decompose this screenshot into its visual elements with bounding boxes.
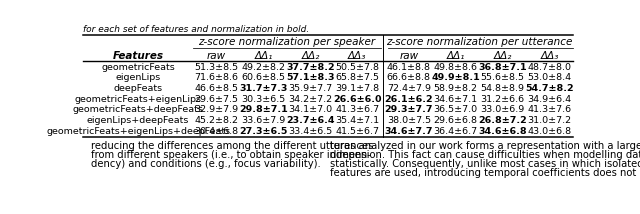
Text: eigenLips: eigenLips <box>115 73 161 82</box>
Text: z-score normalization per utterance: z-score normalization per utterance <box>386 37 572 47</box>
Text: geometricFeats+eigenLips+deepFeats: geometricFeats+eigenLips+deepFeats <box>46 126 230 135</box>
Text: 29.3±7.7: 29.3±7.7 <box>385 105 433 114</box>
Text: 34.6±7.7: 34.6±7.7 <box>385 126 433 135</box>
Text: tures analyzed in our work forms a representation with a large: tures analyzed in our work forms a repre… <box>330 141 640 151</box>
Text: 34.1±7.0: 34.1±7.0 <box>288 105 332 114</box>
Text: 50.5±7.8: 50.5±7.8 <box>335 63 380 72</box>
Text: geometricFeats+eigenLips: geometricFeats+eigenLips <box>75 95 202 104</box>
Text: 30.3±6.5: 30.3±6.5 <box>241 95 285 104</box>
Text: 31.7±7.3: 31.7±7.3 <box>239 84 287 93</box>
Text: 41.3±7.6: 41.3±7.6 <box>527 105 572 114</box>
Text: 34.6±7.1: 34.6±7.1 <box>434 95 477 104</box>
Text: 26.8±7.2: 26.8±7.2 <box>478 116 527 125</box>
Text: eigenLips+deepFeats: eigenLips+deepFeats <box>87 116 189 125</box>
Text: dency) and conditions (e.g., focus variability).: dency) and conditions (e.g., focus varia… <box>91 159 321 169</box>
Text: 30.4±6.8: 30.4±6.8 <box>195 126 239 135</box>
Text: ΔΔ₃: ΔΔ₃ <box>540 51 559 61</box>
Text: 49.9±8.1: 49.9±8.1 <box>431 73 480 82</box>
Text: 35.4±7.1: 35.4±7.1 <box>335 116 380 125</box>
Text: 27.3±6.5: 27.3±6.5 <box>239 126 287 135</box>
Text: geometricFeats: geometricFeats <box>101 63 175 72</box>
Text: 34.9±6.4: 34.9±6.4 <box>527 95 572 104</box>
Text: 34.6±6.8: 34.6±6.8 <box>478 126 527 135</box>
Text: ΔΔ₁: ΔΔ₁ <box>447 51 465 61</box>
Text: 31.0±7.2: 31.0±7.2 <box>527 116 572 125</box>
Text: 29.8±7.1: 29.8±7.1 <box>239 105 288 114</box>
Text: 60.6±8.5: 60.6±8.5 <box>241 73 285 82</box>
Text: 66.6±8.8: 66.6±8.8 <box>387 73 431 82</box>
Text: ΔΔ₃: ΔΔ₃ <box>348 51 367 61</box>
Text: 41.5±6.7: 41.5±6.7 <box>335 126 380 135</box>
Text: raw: raw <box>207 51 226 61</box>
Text: 54.8±8.9: 54.8±8.9 <box>481 84 525 93</box>
Text: 36.8±7.1: 36.8±7.1 <box>478 63 527 72</box>
Text: 33.4±6.5: 33.4±6.5 <box>288 126 333 135</box>
Text: 29.6±7.5: 29.6±7.5 <box>195 95 239 104</box>
Text: 71.6±8.6: 71.6±8.6 <box>195 73 239 82</box>
Text: 29.6±6.8: 29.6±6.8 <box>434 116 477 125</box>
Text: features are used, introducing temporal coefficients does not al-: features are used, introducing temporal … <box>330 168 640 178</box>
Text: 33.6±7.9: 33.6±7.9 <box>241 116 285 125</box>
Text: 33.0±6.9: 33.0±6.9 <box>481 105 525 114</box>
Text: 23.7±6.4: 23.7±6.4 <box>286 116 335 125</box>
Text: 51.3±8.5: 51.3±8.5 <box>195 63 239 72</box>
Text: 35.9±7.7: 35.9±7.7 <box>288 84 332 93</box>
Text: 45.2±8.2: 45.2±8.2 <box>195 116 239 125</box>
Text: ΔΔ₂: ΔΔ₂ <box>301 51 319 61</box>
Text: 43.0±6.8: 43.0±6.8 <box>527 126 572 135</box>
Text: 48.7±8.0: 48.7±8.0 <box>527 63 572 72</box>
Text: 49.2±8.2: 49.2±8.2 <box>241 63 285 72</box>
Text: for each set of features and normalization in bold.: for each set of features and normalizati… <box>83 25 309 34</box>
Text: ΔΔ₂: ΔΔ₂ <box>493 51 512 61</box>
Text: 57.1±8.3: 57.1±8.3 <box>286 73 335 82</box>
Text: statistically. Consequently, unlike most cases in which isolated: statistically. Consequently, unlike most… <box>330 159 640 169</box>
Text: 65.8±7.5: 65.8±7.5 <box>335 73 380 82</box>
Text: 37.7±8.2: 37.7±8.2 <box>286 63 335 72</box>
Text: z-score normalization per speaker: z-score normalization per speaker <box>198 37 376 47</box>
Text: 55.6±8.5: 55.6±8.5 <box>481 73 525 82</box>
Text: 46.6±8.5: 46.6±8.5 <box>195 84 239 93</box>
Text: ΔΔ₁: ΔΔ₁ <box>254 51 273 61</box>
Text: raw: raw <box>399 51 419 61</box>
Text: 41.3±6.7: 41.3±6.7 <box>335 105 380 114</box>
Text: 49.8±8.6: 49.8±8.6 <box>434 63 477 72</box>
Text: Features: Features <box>113 51 164 61</box>
Text: 46.1±8.8: 46.1±8.8 <box>387 63 431 72</box>
Text: 39.1±7.8: 39.1±7.8 <box>335 84 380 93</box>
Text: 72.4±7.9: 72.4±7.9 <box>387 84 431 93</box>
Text: 32.9±7.9: 32.9±7.9 <box>195 105 239 114</box>
Text: from different speakers (i.e., to obtain speaker indepen-: from different speakers (i.e., to obtain… <box>91 150 371 160</box>
Text: 36.4±6.7: 36.4±6.7 <box>434 126 477 135</box>
Text: 26.6±6.0: 26.6±6.0 <box>333 95 381 104</box>
Text: 36.5±7.0: 36.5±7.0 <box>434 105 477 114</box>
Text: 53.0±8.4: 53.0±8.4 <box>527 73 572 82</box>
Text: 54.7±8.2: 54.7±8.2 <box>525 84 574 93</box>
Text: 38.0±7.5: 38.0±7.5 <box>387 116 431 125</box>
Text: reducing the differences among the different utterances: reducing the differences among the diffe… <box>91 141 373 151</box>
Text: 31.2±6.6: 31.2±6.6 <box>481 95 525 104</box>
Text: dimension. This fact can cause difficulties when modelling data: dimension. This fact can cause difficult… <box>330 150 640 160</box>
Text: 58.9±8.2: 58.9±8.2 <box>434 84 477 93</box>
Text: 26.1±6.2: 26.1±6.2 <box>385 95 433 104</box>
Text: deepFeats: deepFeats <box>113 84 163 93</box>
Text: 34.2±7.2: 34.2±7.2 <box>288 95 332 104</box>
Text: geometricFeats+deepFeats: geometricFeats+deepFeats <box>73 105 204 114</box>
